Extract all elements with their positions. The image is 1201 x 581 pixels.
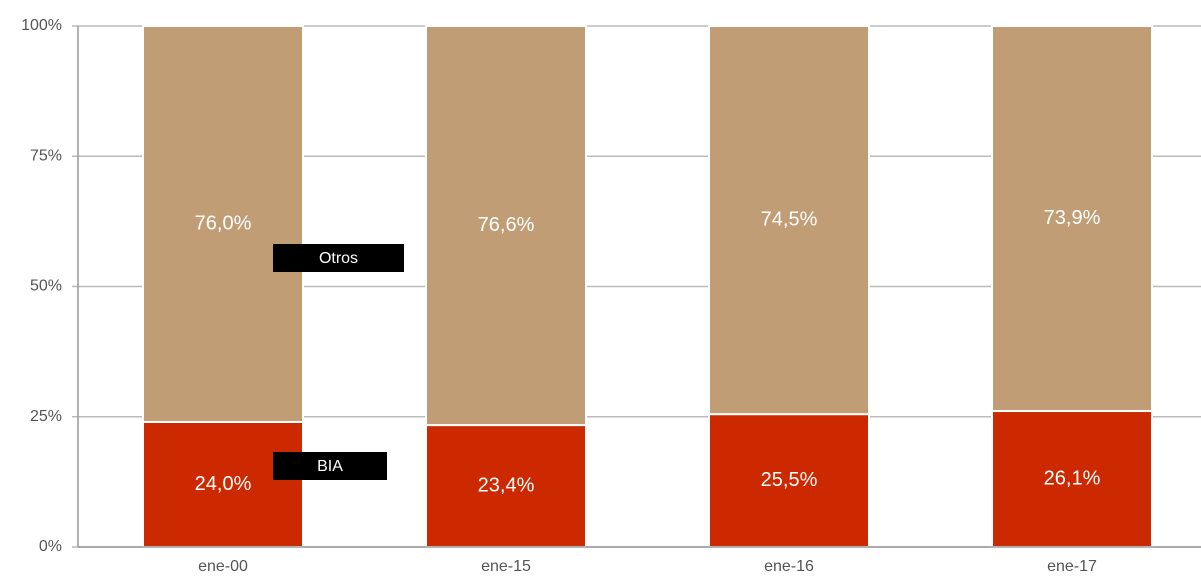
value-label: 76,6%: [478, 214, 535, 236]
legend-box: [273, 244, 404, 272]
x-tick-label: ene-00: [198, 558, 248, 575]
value-label: 73,9%: [1044, 207, 1101, 229]
value-label: 23,4%: [478, 474, 535, 496]
y-tick-label: 100%: [21, 17, 62, 34]
bar-segment: [425, 424, 587, 548]
bar-segment: [991, 410, 1153, 549]
value-label: 76,0%: [195, 212, 252, 234]
bar-segment: [708, 413, 870, 548]
legend-label: Otros: [319, 250, 358, 267]
value-label: 26,1%: [1044, 467, 1101, 489]
y-tick-label: 25%: [30, 408, 62, 425]
x-tick-label: ene-15: [481, 558, 531, 575]
bar-segment: [708, 25, 870, 416]
legend-box: [273, 452, 387, 480]
bar-segment: [991, 25, 1153, 413]
x-tick-label: ene-17: [1047, 558, 1097, 575]
x-tick-label: ene-16: [764, 558, 814, 575]
y-tick-label: 0%: [39, 538, 62, 555]
bar-segment: [425, 25, 587, 427]
value-label: 25,5%: [761, 469, 818, 491]
bar-segment: [142, 25, 304, 423]
value-label: 24,0%: [195, 473, 252, 495]
value-label: 74,5%: [761, 208, 818, 230]
y-tick-label: 75%: [30, 147, 62, 164]
y-tick-label: 50%: [30, 278, 62, 295]
legend-label: BIA: [317, 458, 343, 475]
